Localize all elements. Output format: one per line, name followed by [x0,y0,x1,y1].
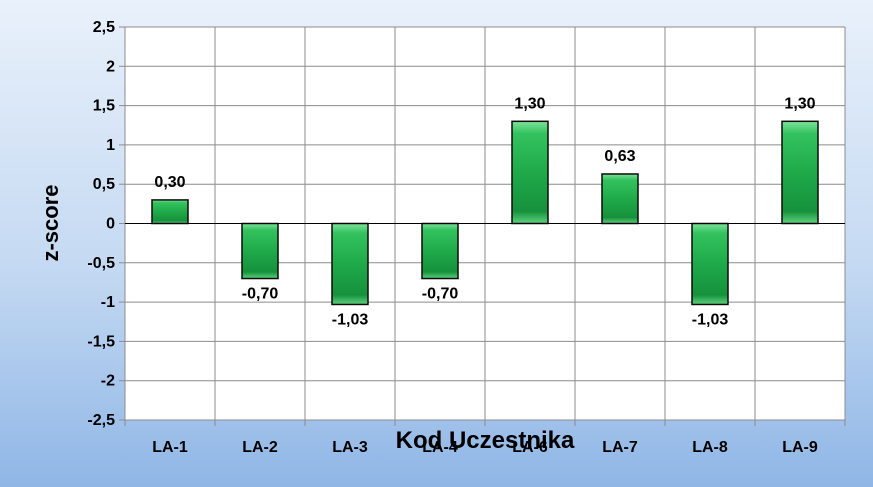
data-labels: 0,30 -0,70 -1,03 -0,70 1,30 0,63 -1,03 1,30 [154,95,815,328]
x-tick-label: LA-9 [782,439,818,456]
bar-la-2 [241,222,279,280]
y-tick-label: -1,5 [87,333,115,350]
y-tick-label: 2 [106,58,115,75]
y-tick-label: 0 [106,216,115,233]
bar-la-4 [421,222,459,280]
data-label: 1,30 [784,95,815,112]
y-tick-label: 1,5 [93,98,115,115]
data-label: 0,30 [154,174,185,191]
x-axis-ticks: LA-1 LA-2 LA-3 LA-4 LA-6 LA-7 LA-8 LA-9 [152,439,818,456]
data-label: -0,70 [242,286,279,303]
bar-la-7 [601,173,639,225]
bars [151,120,819,306]
x-tick-label: LA-3 [332,439,368,456]
x-tick-label: LA-6 [512,439,548,456]
y-tick-label: -2 [101,373,115,390]
y-tick-label: -2,5 [87,412,115,429]
y-tick-label: -0,5 [87,255,115,272]
bar-la-1 [151,199,189,225]
bar-la-9 [781,120,819,225]
y-axis-title: z-score [38,184,63,261]
x-tick-label: LA-4 [422,439,458,456]
x-tick-label: LA-1 [152,439,188,456]
bar-la-6 [511,120,549,225]
y-axis-ticks: 2,5 2 1,5 1 0,5 0 -0,5 -1 -1,5 -2 -2,5 [87,19,125,429]
data-label: -1,03 [692,311,729,328]
y-tick-label: -1 [101,294,115,311]
data-label: -1,03 [332,311,369,328]
bar-la-8 [691,222,729,306]
y-tick-label: 2,5 [93,19,115,36]
x-tick-label: LA-8 [692,439,728,456]
data-label: -0,70 [422,286,459,303]
data-label: 1,30 [514,95,545,112]
x-axis-title: Kod Uczestnika [396,427,575,454]
grid-lines [124,26,846,426]
y-tick-label: 0,5 [93,176,115,193]
data-label: 0,63 [604,148,635,165]
x-tick-label: LA-7 [602,439,638,456]
y-tick-label: 1 [106,137,115,154]
x-tick-label: LA-2 [242,439,278,456]
bar-la-3 [331,222,369,306]
